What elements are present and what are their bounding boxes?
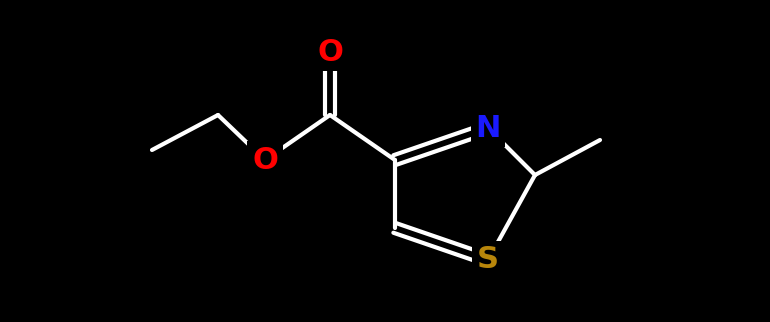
Text: O: O — [317, 37, 343, 67]
Text: S: S — [477, 245, 499, 274]
Text: O: O — [252, 146, 278, 175]
Text: N: N — [475, 113, 500, 143]
